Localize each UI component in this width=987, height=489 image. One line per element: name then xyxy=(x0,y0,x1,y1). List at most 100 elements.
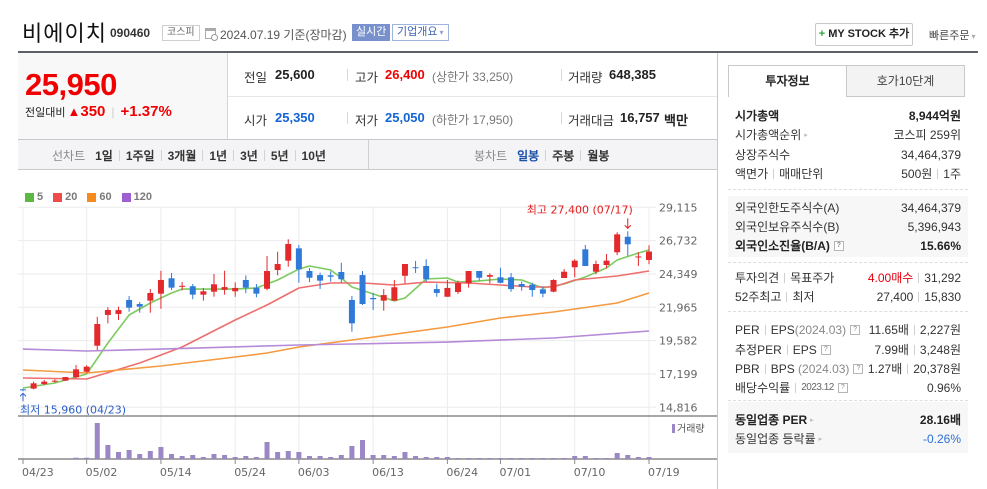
candle[interactable] xyxy=(603,253,610,269)
candle[interactable] xyxy=(115,306,122,320)
candle[interactable] xyxy=(317,272,324,290)
candle[interactable] xyxy=(62,376,69,381)
sector-change-label[interactable]: 동일업종 등락률 xyxy=(735,432,816,446)
sector-per-label[interactable]: 동일업종 PER xyxy=(735,413,808,427)
period-daily[interactable]: 일봉 xyxy=(517,148,540,163)
realtime-button[interactable]: 실시간 xyxy=(352,24,391,41)
candle[interactable] xyxy=(508,272,515,292)
separator xyxy=(764,363,766,374)
candle[interactable] xyxy=(295,244,302,283)
help-icon[interactable]: ? xyxy=(833,240,844,251)
candle[interactable] xyxy=(550,279,557,293)
candle[interactable] xyxy=(221,270,228,295)
candle[interactable] xyxy=(73,365,80,379)
candle[interactable] xyxy=(104,307,111,324)
candle[interactable] xyxy=(444,279,451,297)
candle[interactable] xyxy=(401,264,408,284)
candle[interactable] xyxy=(232,282,239,297)
candle[interactable] xyxy=(285,239,292,267)
price-chart[interactable]: 29,115 26,732 24,349 21,965 19,582 17,199 14,8… xyxy=(0,170,720,489)
summary-row-divider xyxy=(228,96,717,97)
period-1d[interactable]: 1일 xyxy=(95,148,113,163)
separator xyxy=(347,69,348,81)
candle[interactable] xyxy=(592,260,599,275)
candle[interactable] xyxy=(486,273,493,284)
sector-change-row[interactable]: 동일업종 등락률 ▸ -0.26% xyxy=(728,429,968,448)
period-weekly[interactable]: 주봉 xyxy=(552,148,575,163)
tab-investment-info[interactable]: 투자정보 xyxy=(728,65,847,97)
candle[interactable] xyxy=(635,252,642,266)
help-icon[interactable]: ? xyxy=(853,363,864,374)
help-icon[interactable]: ? xyxy=(820,344,831,355)
candle[interactable] xyxy=(168,272,175,291)
help-icon[interactable]: ? xyxy=(850,324,861,335)
candle[interactable] xyxy=(571,259,578,278)
separator xyxy=(160,149,162,161)
candle[interactable] xyxy=(210,273,217,297)
candle[interactable] xyxy=(370,292,377,311)
tab-order-book[interactable]: 호가10단계 xyxy=(846,65,965,97)
candle[interactable] xyxy=(189,284,196,300)
dividend-row: 배당수익률 2023.12? 0.96% xyxy=(728,378,968,397)
candle[interactable] xyxy=(200,288,207,301)
market-cap-rank-label[interactable]: 시가총액순위 xyxy=(735,128,802,142)
candle[interactable] xyxy=(179,282,186,291)
sector-per-row[interactable]: 동일업종 PER ▸ 28.16배 xyxy=(728,410,968,429)
candle[interactable] xyxy=(94,316,101,351)
period-10y[interactable]: 10년 xyxy=(301,148,326,163)
candle[interactable] xyxy=(348,296,355,332)
help-icon[interactable]: ? xyxy=(837,382,848,393)
target-price-value: 31,292 xyxy=(924,270,961,285)
candle[interactable] xyxy=(253,284,260,298)
candle[interactable] xyxy=(624,231,631,256)
period-5y[interactable]: 5년 xyxy=(270,148,289,163)
candle[interactable] xyxy=(380,289,387,311)
change-percent: +1.37% xyxy=(120,103,172,120)
candle[interactable] xyxy=(455,280,462,294)
candle[interactable] xyxy=(30,381,37,390)
candle[interactable] xyxy=(242,275,249,294)
candle[interactable] xyxy=(338,262,345,283)
period-1w[interactable]: 1주일 xyxy=(125,148,155,163)
candle[interactable] xyxy=(539,286,546,298)
candle[interactable] xyxy=(582,244,589,266)
period-3y[interactable]: 3년 xyxy=(240,148,258,163)
candle[interactable] xyxy=(391,279,398,301)
candle[interactable] xyxy=(51,379,58,383)
candle[interactable] xyxy=(476,271,483,281)
candle[interactable] xyxy=(41,379,48,386)
candle[interactable] xyxy=(561,269,568,279)
market-cap-row: 시가총액 8,944억원 xyxy=(728,106,968,125)
market-cap-rank-row[interactable]: 시가총액순위 ▸ 코스피 259위 xyxy=(728,125,968,144)
candle[interactable] xyxy=(126,296,133,312)
period-3m[interactable]: 3개월 xyxy=(167,148,197,163)
candle[interactable] xyxy=(433,283,440,297)
base-date-text: 2024.07.19 기준(장마감) xyxy=(220,28,347,42)
candle[interactable] xyxy=(645,245,652,265)
candle[interactable] xyxy=(20,388,26,392)
candle[interactable] xyxy=(157,270,164,309)
volume-bar xyxy=(190,454,196,459)
quick-order-dropdown[interactable]: 빠른주문 ▾ xyxy=(929,27,976,43)
period-monthly[interactable]: 월봉 xyxy=(587,148,610,163)
candle[interactable] xyxy=(423,259,430,282)
candle[interactable] xyxy=(359,271,366,305)
candle[interactable] xyxy=(412,260,419,273)
candle[interactable] xyxy=(83,365,90,373)
candle[interactable] xyxy=(518,281,525,291)
candle[interactable] xyxy=(274,251,281,276)
candle[interactable] xyxy=(136,302,143,313)
candle[interactable] xyxy=(497,267,504,284)
candle[interactable] xyxy=(264,256,271,291)
company-overview-dropdown[interactable]: 기업개요 ▾ xyxy=(392,24,449,41)
candle[interactable] xyxy=(465,271,472,288)
period-1y[interactable]: 1년 xyxy=(209,148,228,163)
candle[interactable] xyxy=(327,271,334,282)
candle[interactable] xyxy=(529,282,536,297)
candle[interactable] xyxy=(306,268,313,283)
bps-value: 20,378원 xyxy=(913,362,961,376)
candle[interactable] xyxy=(614,232,621,256)
week52-low-value: 15,830 xyxy=(924,289,961,304)
add-my-stock-button[interactable]: + MY STOCK 추가 xyxy=(815,23,913,46)
candle[interactable] xyxy=(147,289,154,313)
